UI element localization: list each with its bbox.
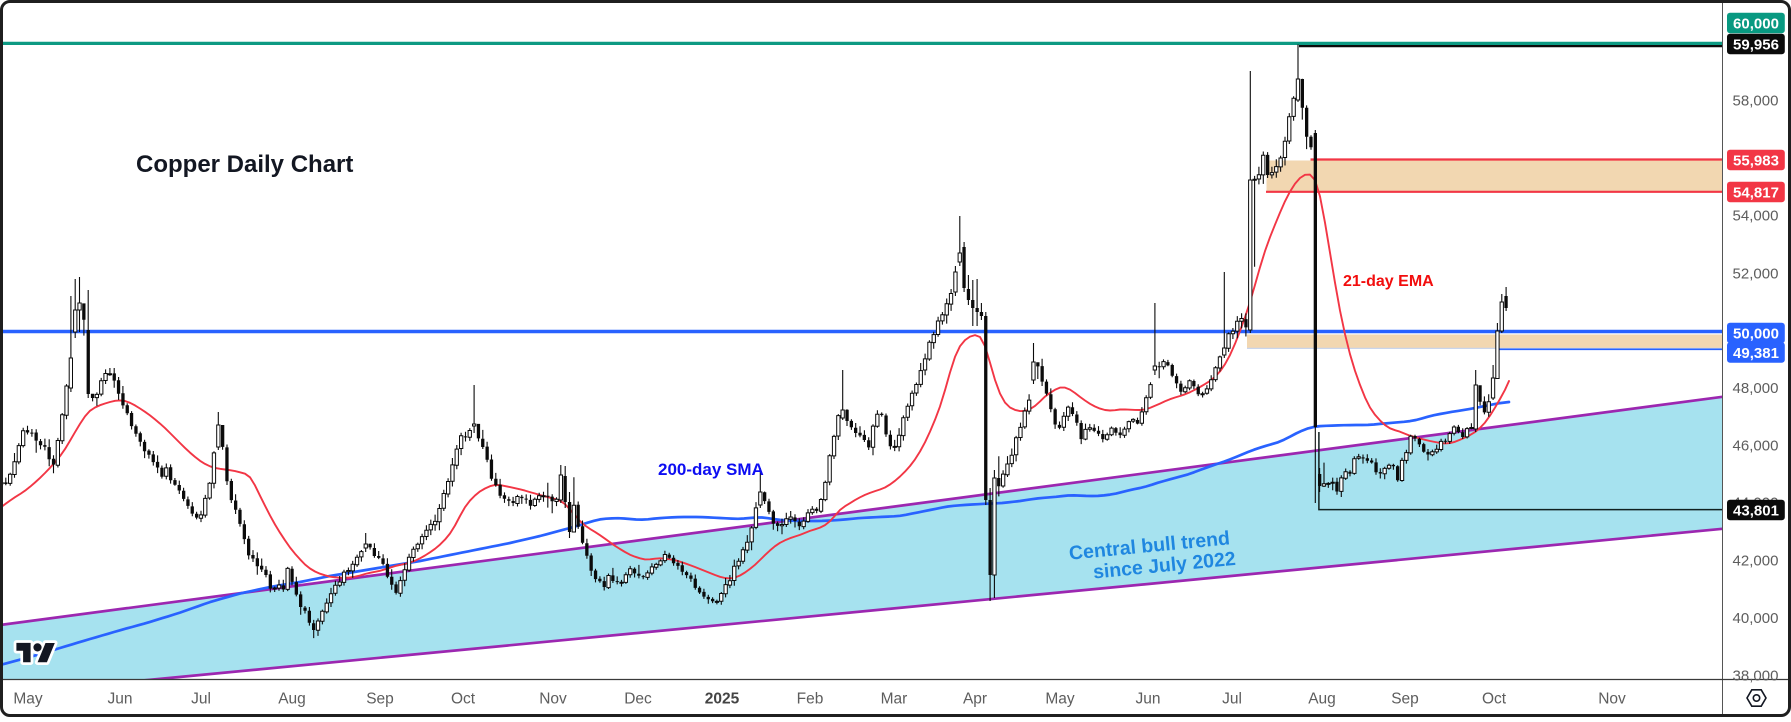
svg-text:Jul: Jul xyxy=(191,691,211,708)
svg-text:55,983: 55,983 xyxy=(1733,153,1779,170)
svg-text:54,817: 54,817 xyxy=(1733,185,1779,202)
svg-text:38,000: 38,000 xyxy=(1733,668,1779,685)
svg-text:21-day EMA: 21-day EMA xyxy=(1343,273,1434,290)
svg-text:2025: 2025 xyxy=(705,691,740,708)
svg-text:Feb: Feb xyxy=(797,691,824,708)
svg-text:58,000: 58,000 xyxy=(1733,93,1779,110)
svg-text:Jul: Jul xyxy=(1222,691,1242,708)
svg-text:Sep: Sep xyxy=(1391,691,1419,708)
svg-text:May: May xyxy=(13,691,43,708)
svg-text:Nov: Nov xyxy=(539,691,567,708)
svg-text:Sep: Sep xyxy=(366,691,394,708)
svg-text:43,801: 43,801 xyxy=(1733,503,1779,520)
svg-text:May: May xyxy=(1045,691,1075,708)
svg-text:Nov: Nov xyxy=(1598,691,1626,708)
svg-text:Mar: Mar xyxy=(881,691,908,708)
svg-text:46,000: 46,000 xyxy=(1733,438,1779,455)
svg-text:Aug: Aug xyxy=(278,691,306,708)
svg-text:Aug: Aug xyxy=(1308,691,1336,708)
svg-text:59,956: 59,956 xyxy=(1733,37,1779,54)
svg-text:Oct: Oct xyxy=(451,691,476,708)
svg-text:40,000: 40,000 xyxy=(1733,610,1779,627)
svg-text:49,381: 49,381 xyxy=(1733,345,1779,362)
svg-text:Dec: Dec xyxy=(624,691,652,708)
svg-text:Apr: Apr xyxy=(963,691,987,708)
svg-text:54,000: 54,000 xyxy=(1733,208,1779,225)
svg-text:Jun: Jun xyxy=(108,691,133,708)
svg-text:48,000: 48,000 xyxy=(1733,380,1779,397)
svg-text:Copper Daily Chart: Copper Daily Chart xyxy=(136,151,353,178)
svg-text:52,000: 52,000 xyxy=(1733,266,1779,283)
svg-text:Jun: Jun xyxy=(1136,691,1161,708)
svg-text:50,000: 50,000 xyxy=(1733,326,1779,343)
svg-text:Oct: Oct xyxy=(1482,691,1507,708)
svg-text:60,000: 60,000 xyxy=(1733,16,1779,33)
svg-text:42,000: 42,000 xyxy=(1733,553,1779,570)
svg-text:200-day SMA: 200-day SMA xyxy=(658,460,764,479)
